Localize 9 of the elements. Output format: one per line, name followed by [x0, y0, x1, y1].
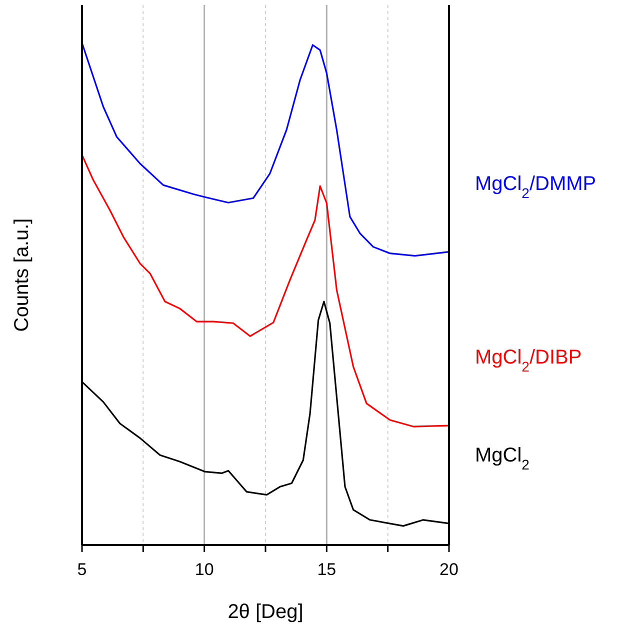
x-axis-title: 2θ [Deg] [228, 601, 304, 623]
y-axis-title: Counts [a.u.] [11, 218, 33, 332]
x-tick-label: 20 [440, 560, 458, 579]
text: MgCl$_{2}$/DIBP [475, 346, 582, 375]
x-tick-label: 5 [77, 560, 87, 579]
x-tick-label: 15 [317, 560, 336, 579]
text: MgCl$_{2}$/DMMP [475, 172, 596, 201]
text: MgCl$_{2}$ [475, 444, 530, 472]
x-tick-label: 10 [194, 560, 214, 579]
